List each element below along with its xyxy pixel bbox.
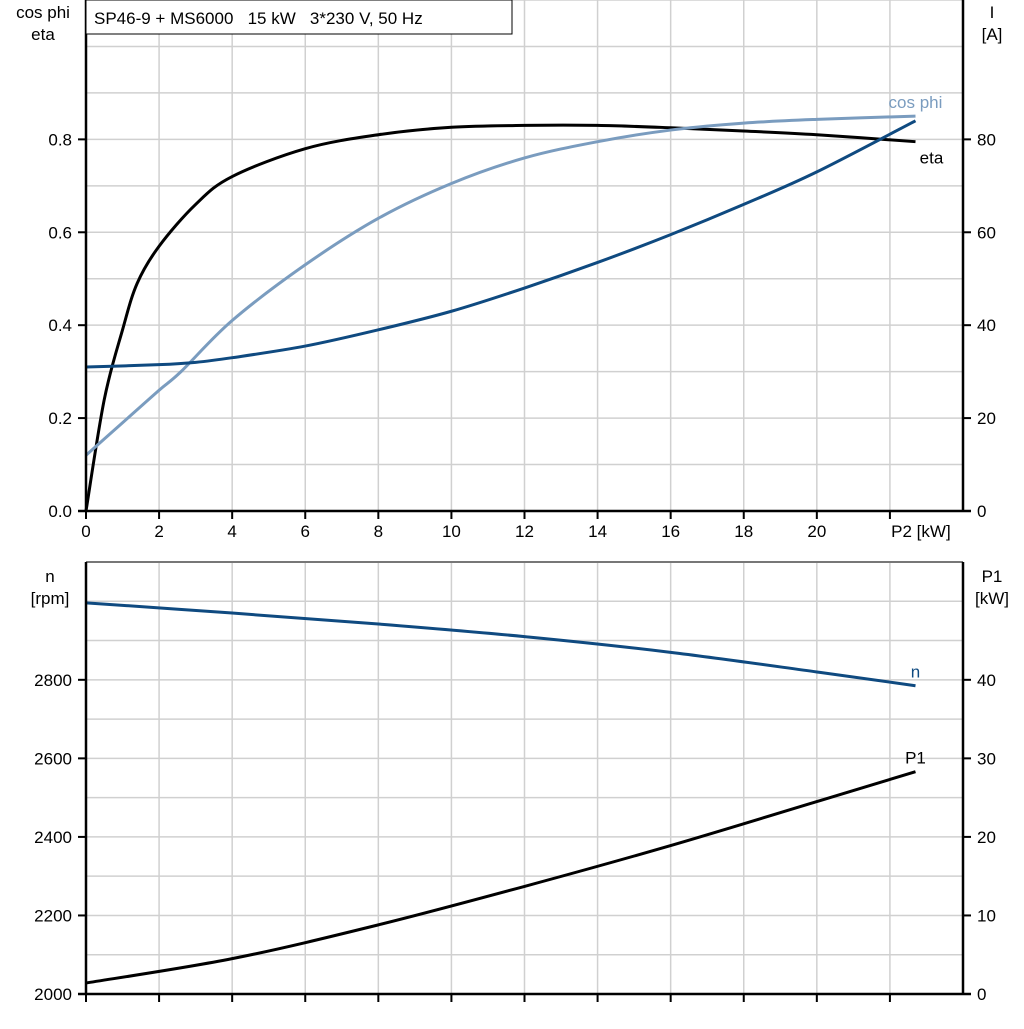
curves [84,114,917,985]
x-tick-label: 16 [661,522,680,541]
y-tick-label-right: 20 [977,828,996,847]
curve-eta [84,123,916,512]
y-tick-label-left: 0.4 [48,316,72,335]
y-tick-label-left: 2000 [34,985,72,1004]
y-tick-label-left: 2800 [34,671,72,690]
y-axis-label-right: I [990,3,995,22]
series-label-cos-phi: cos phi [889,93,943,112]
y-axis-label-left: eta [31,25,55,44]
y-tick-label-right: 20 [977,409,996,428]
y-tick-label-left: 0.8 [48,130,72,149]
axes [78,0,971,1002]
y-tick-label-right: 0 [977,502,986,521]
y-axis-label-right: [kW] [975,589,1009,608]
x-tick-label: 14 [588,522,607,541]
y-tick-label-left: 0.2 [48,409,72,428]
y-tick-label-left: 0.0 [48,502,72,521]
y-tick-label-left: 2600 [34,749,72,768]
top-grid [85,0,964,511]
series-label-eta: eta [920,149,944,168]
y-tick-label-left: 0.6 [48,223,72,242]
curve-I [85,119,917,369]
x-tick-label: 4 [227,522,236,541]
y-axis-label-right: P1 [982,567,1003,586]
y-axis-label-right: [A] [982,25,1003,44]
y-tick-label-left: 2200 [34,906,72,925]
labels: 0.0 0.2 0.4 0.6 0.8 0 20 40 60 80 0 2 4 6 8 10 12 14 16 18 2… [16,3,1009,1004]
x-tick-label: 0 [81,522,90,541]
x-tick-label: P2 [kW] [891,522,951,541]
y-tick-label-right: 0 [977,985,986,1004]
x-tick-label: 8 [374,522,383,541]
curve-n [85,601,916,688]
x-tick-label: 18 [734,522,753,541]
y-tick-label-right: 80 [977,130,996,149]
x-tick-label: 10 [442,522,461,541]
series-label-n: n [911,663,920,682]
curve-P1 [85,770,916,985]
x-tick-label: 6 [301,522,310,541]
x-tick-label: 12 [515,522,534,541]
title-box [85,0,513,35]
bottom-grid [85,561,964,994]
y-tick-label-right: 30 [977,749,996,768]
series-label-P1: P1 [905,749,926,768]
x-tick-label: 20 [807,522,826,541]
y-tick-label-left: 2400 [34,828,72,847]
y-axis-label-left: [rpm] [31,589,70,608]
x-tick-label: 2 [154,522,163,541]
curve-cos-phi [85,114,916,457]
chart-title: SP46-9 + MS6000 15 kW 3*230 V, 50 Hz [94,9,423,28]
y-axis-label-left: n [45,567,54,586]
y-tick-label-right: 40 [977,671,996,690]
y-tick-label-right: 40 [977,316,996,335]
y-tick-label-right: 10 [977,906,996,925]
y-axis-label-left: cos phi [16,3,70,22]
y-tick-label-right: 60 [977,223,996,242]
